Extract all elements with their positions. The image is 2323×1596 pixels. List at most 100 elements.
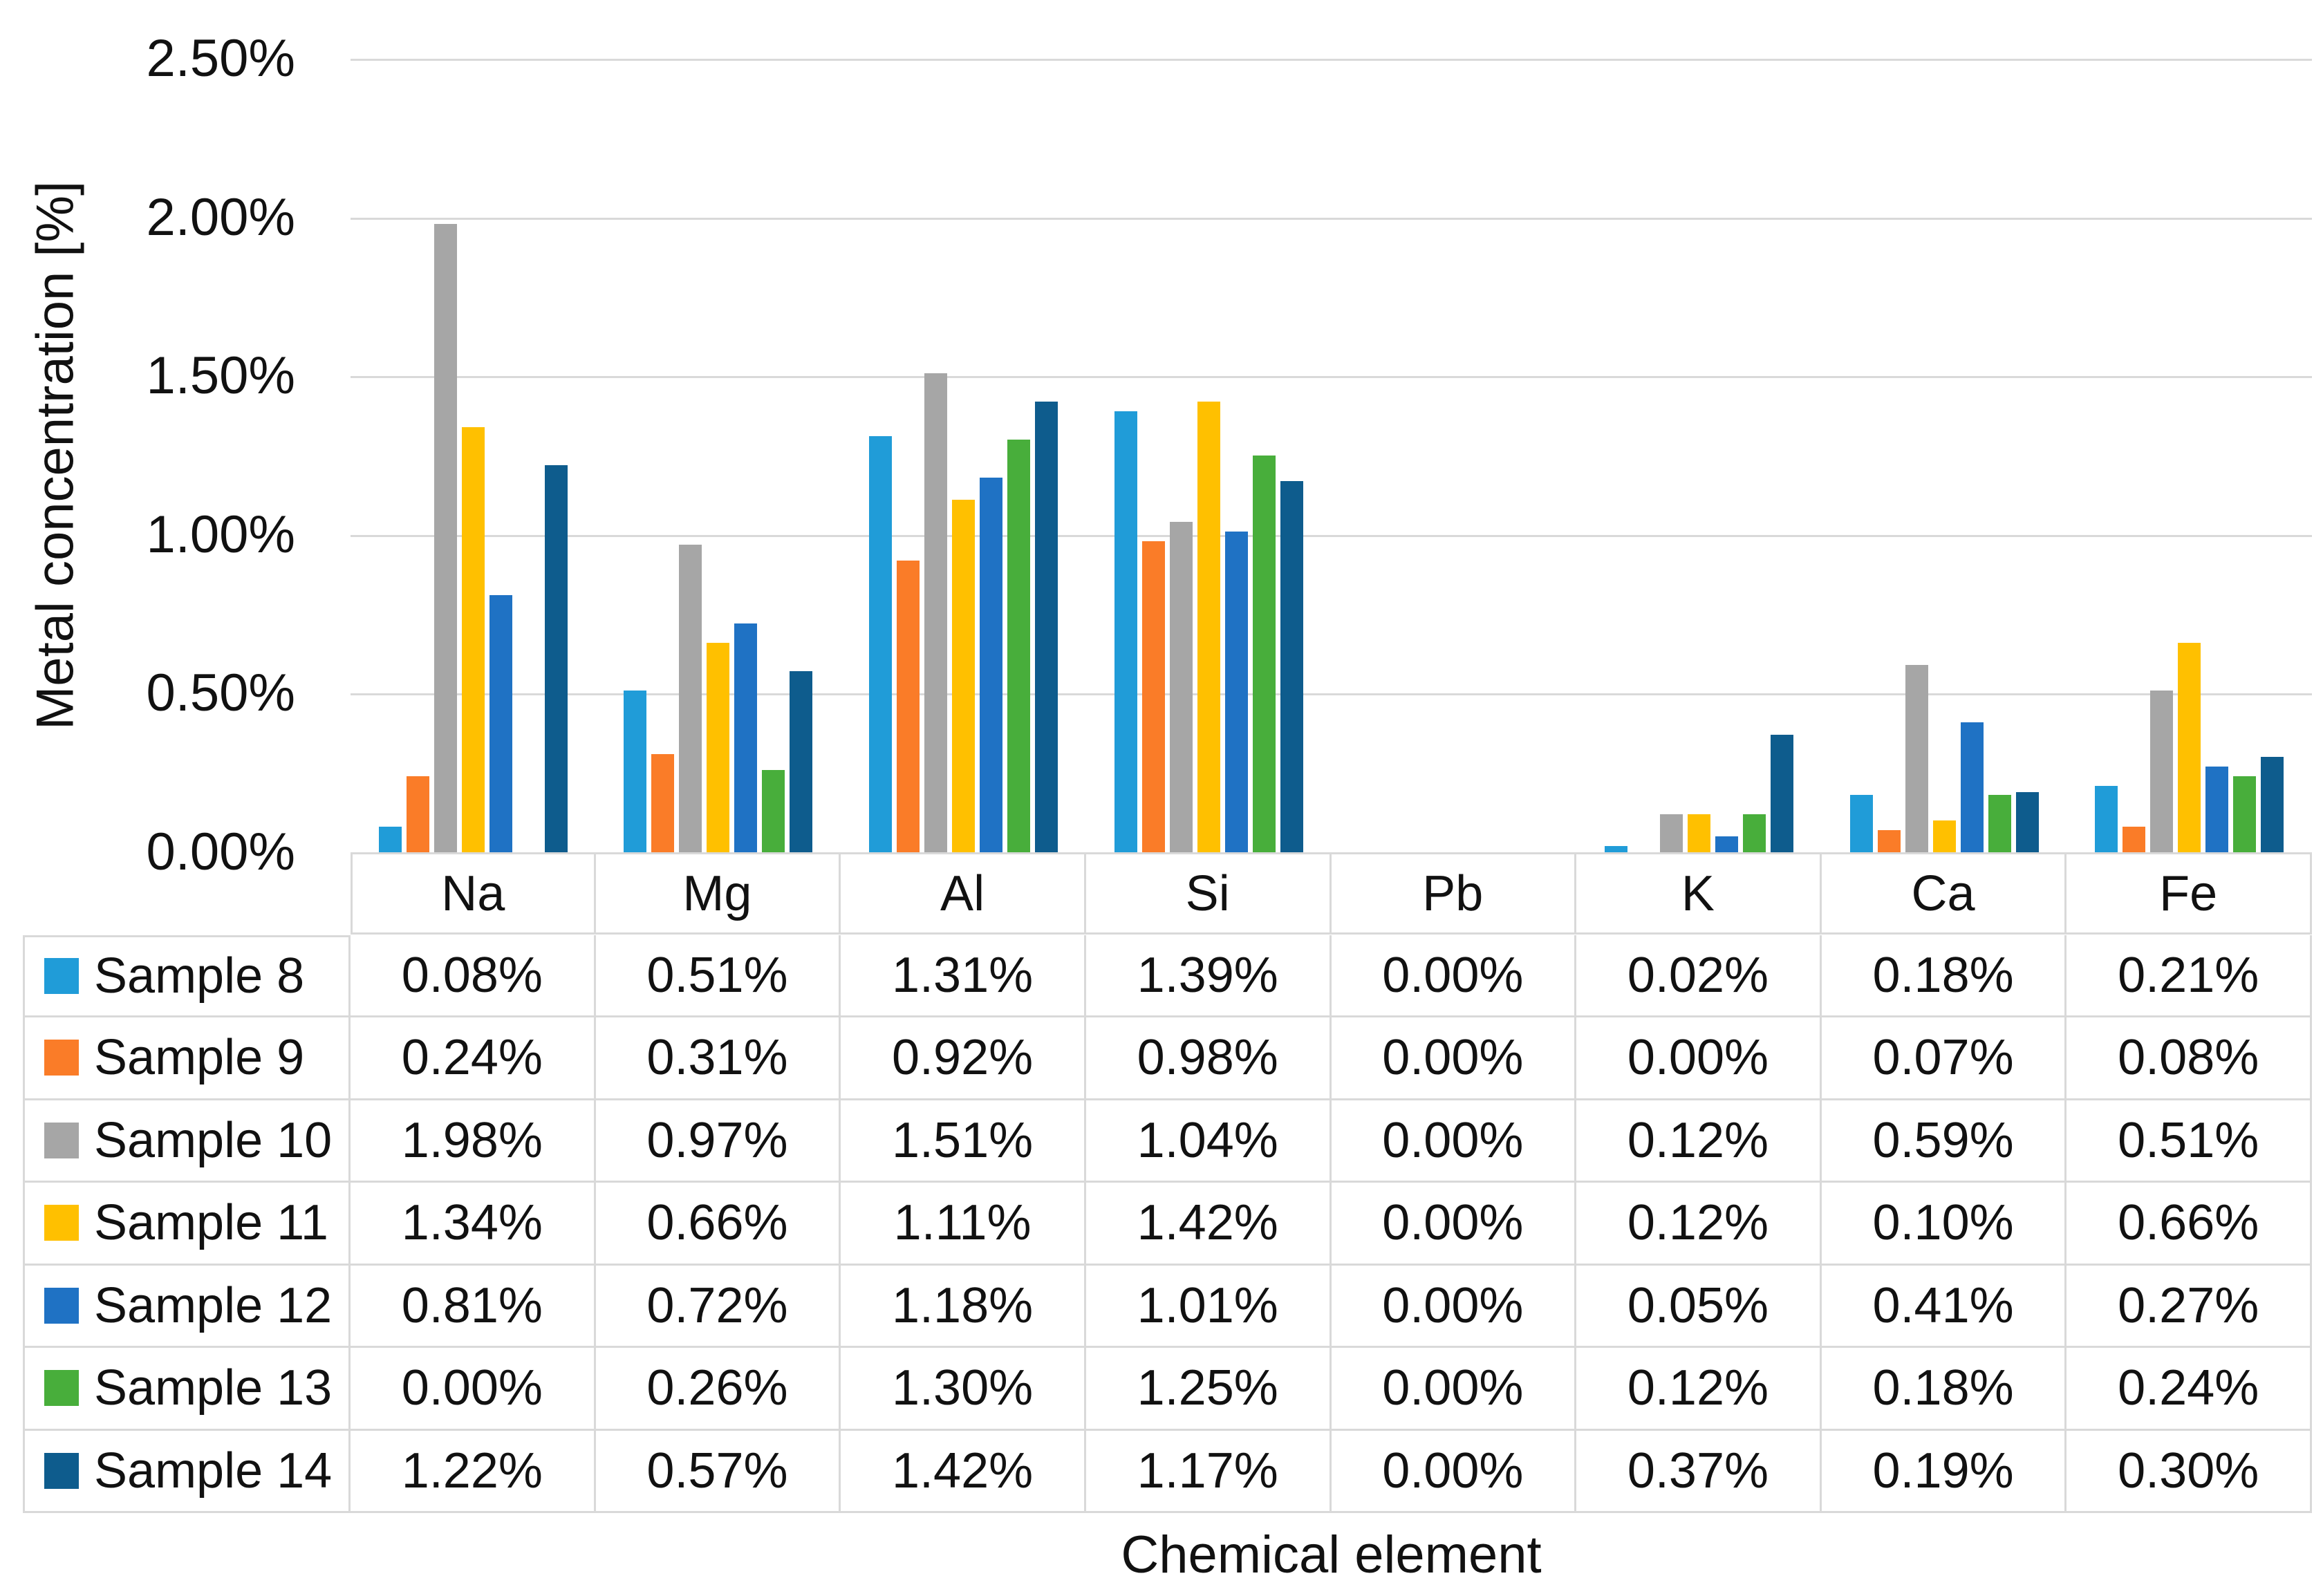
table-cell-sample-8-mg: 0.51%: [595, 935, 841, 1017]
bar-sample-10-ca: [1905, 665, 1928, 852]
table-cell-sample-11-ca: 0.10%: [1821, 1183, 2067, 1266]
bar-sample-12-al: [980, 478, 1003, 852]
table-cell-sample-11-al: 1.11%: [841, 1183, 1086, 1266]
legend-label: Sample 11: [94, 1195, 328, 1251]
bar-sample-13-fe: [2233, 776, 2257, 852]
bar-sample-12-k: [1715, 836, 1738, 852]
bar-sample-10-fe: [2150, 690, 2174, 852]
table-cell-sample-14-si: 1.17%: [1085, 1430, 1332, 1513]
table-cell-sample-13-na: 0.00%: [351, 1348, 596, 1431]
legend-swatch-sample-9: [44, 1040, 79, 1076]
legend-swatch-sample-13: [44, 1370, 79, 1407]
table-cell-sample-11-fe: 0.66%: [2067, 1183, 2312, 1266]
gridline: [351, 59, 2312, 61]
column-header-pb: Pb: [1331, 852, 1577, 935]
y-axis-tick-label: 2.00%: [146, 187, 296, 247]
table-cell-sample-12-pb: 0.00%: [1331, 1265, 1577, 1348]
bar-sample-12-si: [1224, 532, 1248, 852]
column-header-al: Al: [841, 852, 1086, 935]
table-cell-sample-8-si: 1.39%: [1085, 935, 1332, 1017]
table-cell-sample-11-k: 0.12%: [1576, 1183, 1822, 1266]
gridline: [351, 693, 2312, 696]
data-table: Na Mg Al Si Pb K Ca Fe Sample 8 0.08% 0.51% 1.31% 1.…: [23, 852, 2312, 1513]
table-cell-sample-9-pb: 0.00%: [1331, 1017, 1577, 1100]
table-cell-sample-10-ca: 0.59%: [1821, 1100, 2067, 1183]
table-cell-sample-10-mg: 0.97%: [595, 1100, 841, 1183]
bar-sample-8-mg: [624, 690, 647, 852]
table-cell-sample-13-mg: 0.26%: [595, 1348, 841, 1431]
y-axis-tick-label: 1.00%: [146, 505, 296, 564]
gridline: [351, 217, 2312, 220]
bar-group-mg: [596, 59, 841, 852]
bar-sample-11-ca: [1932, 820, 1956, 852]
table-cell-sample-14-mg: 0.57%: [595, 1430, 841, 1513]
bar-sample-13-si: [1252, 456, 1276, 852]
bar-group-si: [1086, 59, 1332, 852]
table-corner-cell: [23, 852, 351, 935]
legend-label: Sample 13: [94, 1360, 333, 1416]
column-header-mg: Mg: [595, 852, 841, 935]
legend-swatch-sample-11: [44, 1205, 79, 1241]
x-axis-title: Chemical element: [1121, 1525, 1542, 1584]
bar-sample-10-mg: [679, 544, 702, 852]
bar-sample-13-al: [1007, 440, 1031, 852]
table-cell-sample-13-al: 1.30%: [841, 1348, 1086, 1431]
table-cell-sample-13-ca: 0.18%: [1821, 1348, 2067, 1431]
table-cell-sample-9-k: 0.00%: [1576, 1017, 1822, 1100]
column-header-ca: Ca: [1821, 852, 2067, 935]
legend-swatch-sample-12: [44, 1287, 79, 1324]
bar-sample-14-na: [544, 464, 568, 852]
bar-sample-8-fe: [2095, 785, 2118, 852]
table-cell-sample-8-fe: 0.21%: [2067, 935, 2312, 1017]
bar-sample-10-na: [433, 223, 457, 852]
bar-sample-10-al: [924, 373, 948, 852]
table-cell-sample-9-mg: 0.31%: [595, 1017, 841, 1100]
table-cell-sample-11-si: 1.42%: [1085, 1183, 1332, 1266]
table-cell-sample-9-al: 0.92%: [841, 1017, 1086, 1100]
bar-sample-11-al: [952, 500, 976, 852]
bar-sample-14-si: [1280, 480, 1303, 852]
y-axis-tick-label: 0.00%: [146, 823, 296, 881]
table-cell-sample-10-al: 1.51%: [841, 1100, 1086, 1183]
bar-sample-14-mg: [790, 671, 813, 852]
bar-sample-12-mg: [734, 623, 758, 852]
bar-sample-13-k: [1742, 814, 1766, 852]
table-cell-sample-8-pb: 0.00%: [1331, 935, 1577, 1017]
legend-swatch-sample-14: [44, 1452, 79, 1489]
bar-sample-8-ca: [1849, 795, 1873, 852]
bar-sample-12-ca: [1960, 722, 1984, 852]
column-header-fe: Fe: [2067, 852, 2312, 935]
bar-sample-12-na: [489, 595, 512, 852]
bar-sample-9-al: [897, 560, 920, 852]
table-cell-sample-10-fe: 0.51%: [2067, 1100, 2312, 1183]
table-cell-sample-9-fe: 0.08%: [2067, 1017, 2312, 1100]
table-cell-sample-14-al: 1.42%: [841, 1430, 1086, 1513]
bar-sample-12-fe: [2205, 767, 2229, 852]
table-cell-sample-11-pb: 0.00%: [1331, 1183, 1577, 1266]
table-cell-sample-13-k: 0.12%: [1576, 1348, 1822, 1431]
table-cell-sample-9-na: 0.24%: [351, 1017, 596, 1100]
gridline: [351, 376, 2312, 379]
legend-cell-sample-14: Sample 14: [23, 1430, 351, 1513]
legend-swatch-sample-8: [44, 958, 79, 995]
table-cell-sample-12-al: 1.18%: [841, 1265, 1086, 1348]
y-axis-tick-label: 2.50%: [146, 29, 296, 88]
table-cell-sample-12-si: 1.01%: [1085, 1265, 1332, 1348]
bar-sample-13-mg: [762, 769, 785, 852]
column-header-si: Si: [1085, 852, 1332, 935]
table-cell-sample-13-fe: 0.24%: [2067, 1348, 2312, 1431]
y-axis-tick-label: 1.50%: [146, 346, 296, 406]
bar-sample-8-k: [1604, 845, 1627, 852]
bar-sample-9-ca: [1877, 829, 1901, 852]
legend-cell-sample-12: Sample 12: [23, 1265, 351, 1348]
legend-swatch-sample-10: [44, 1122, 79, 1158]
bar-group-na: [351, 59, 596, 852]
bar-sample-13-ca: [1988, 795, 2011, 852]
bar-sample-9-si: [1141, 541, 1165, 852]
table-cell-sample-8-al: 1.31%: [841, 935, 1086, 1017]
table-cell-sample-12-mg: 0.72%: [595, 1265, 841, 1348]
bar-sample-9-fe: [2123, 827, 2146, 852]
table-cell-sample-11-mg: 0.66%: [595, 1183, 841, 1266]
bar-group-k: [1576, 59, 1822, 852]
